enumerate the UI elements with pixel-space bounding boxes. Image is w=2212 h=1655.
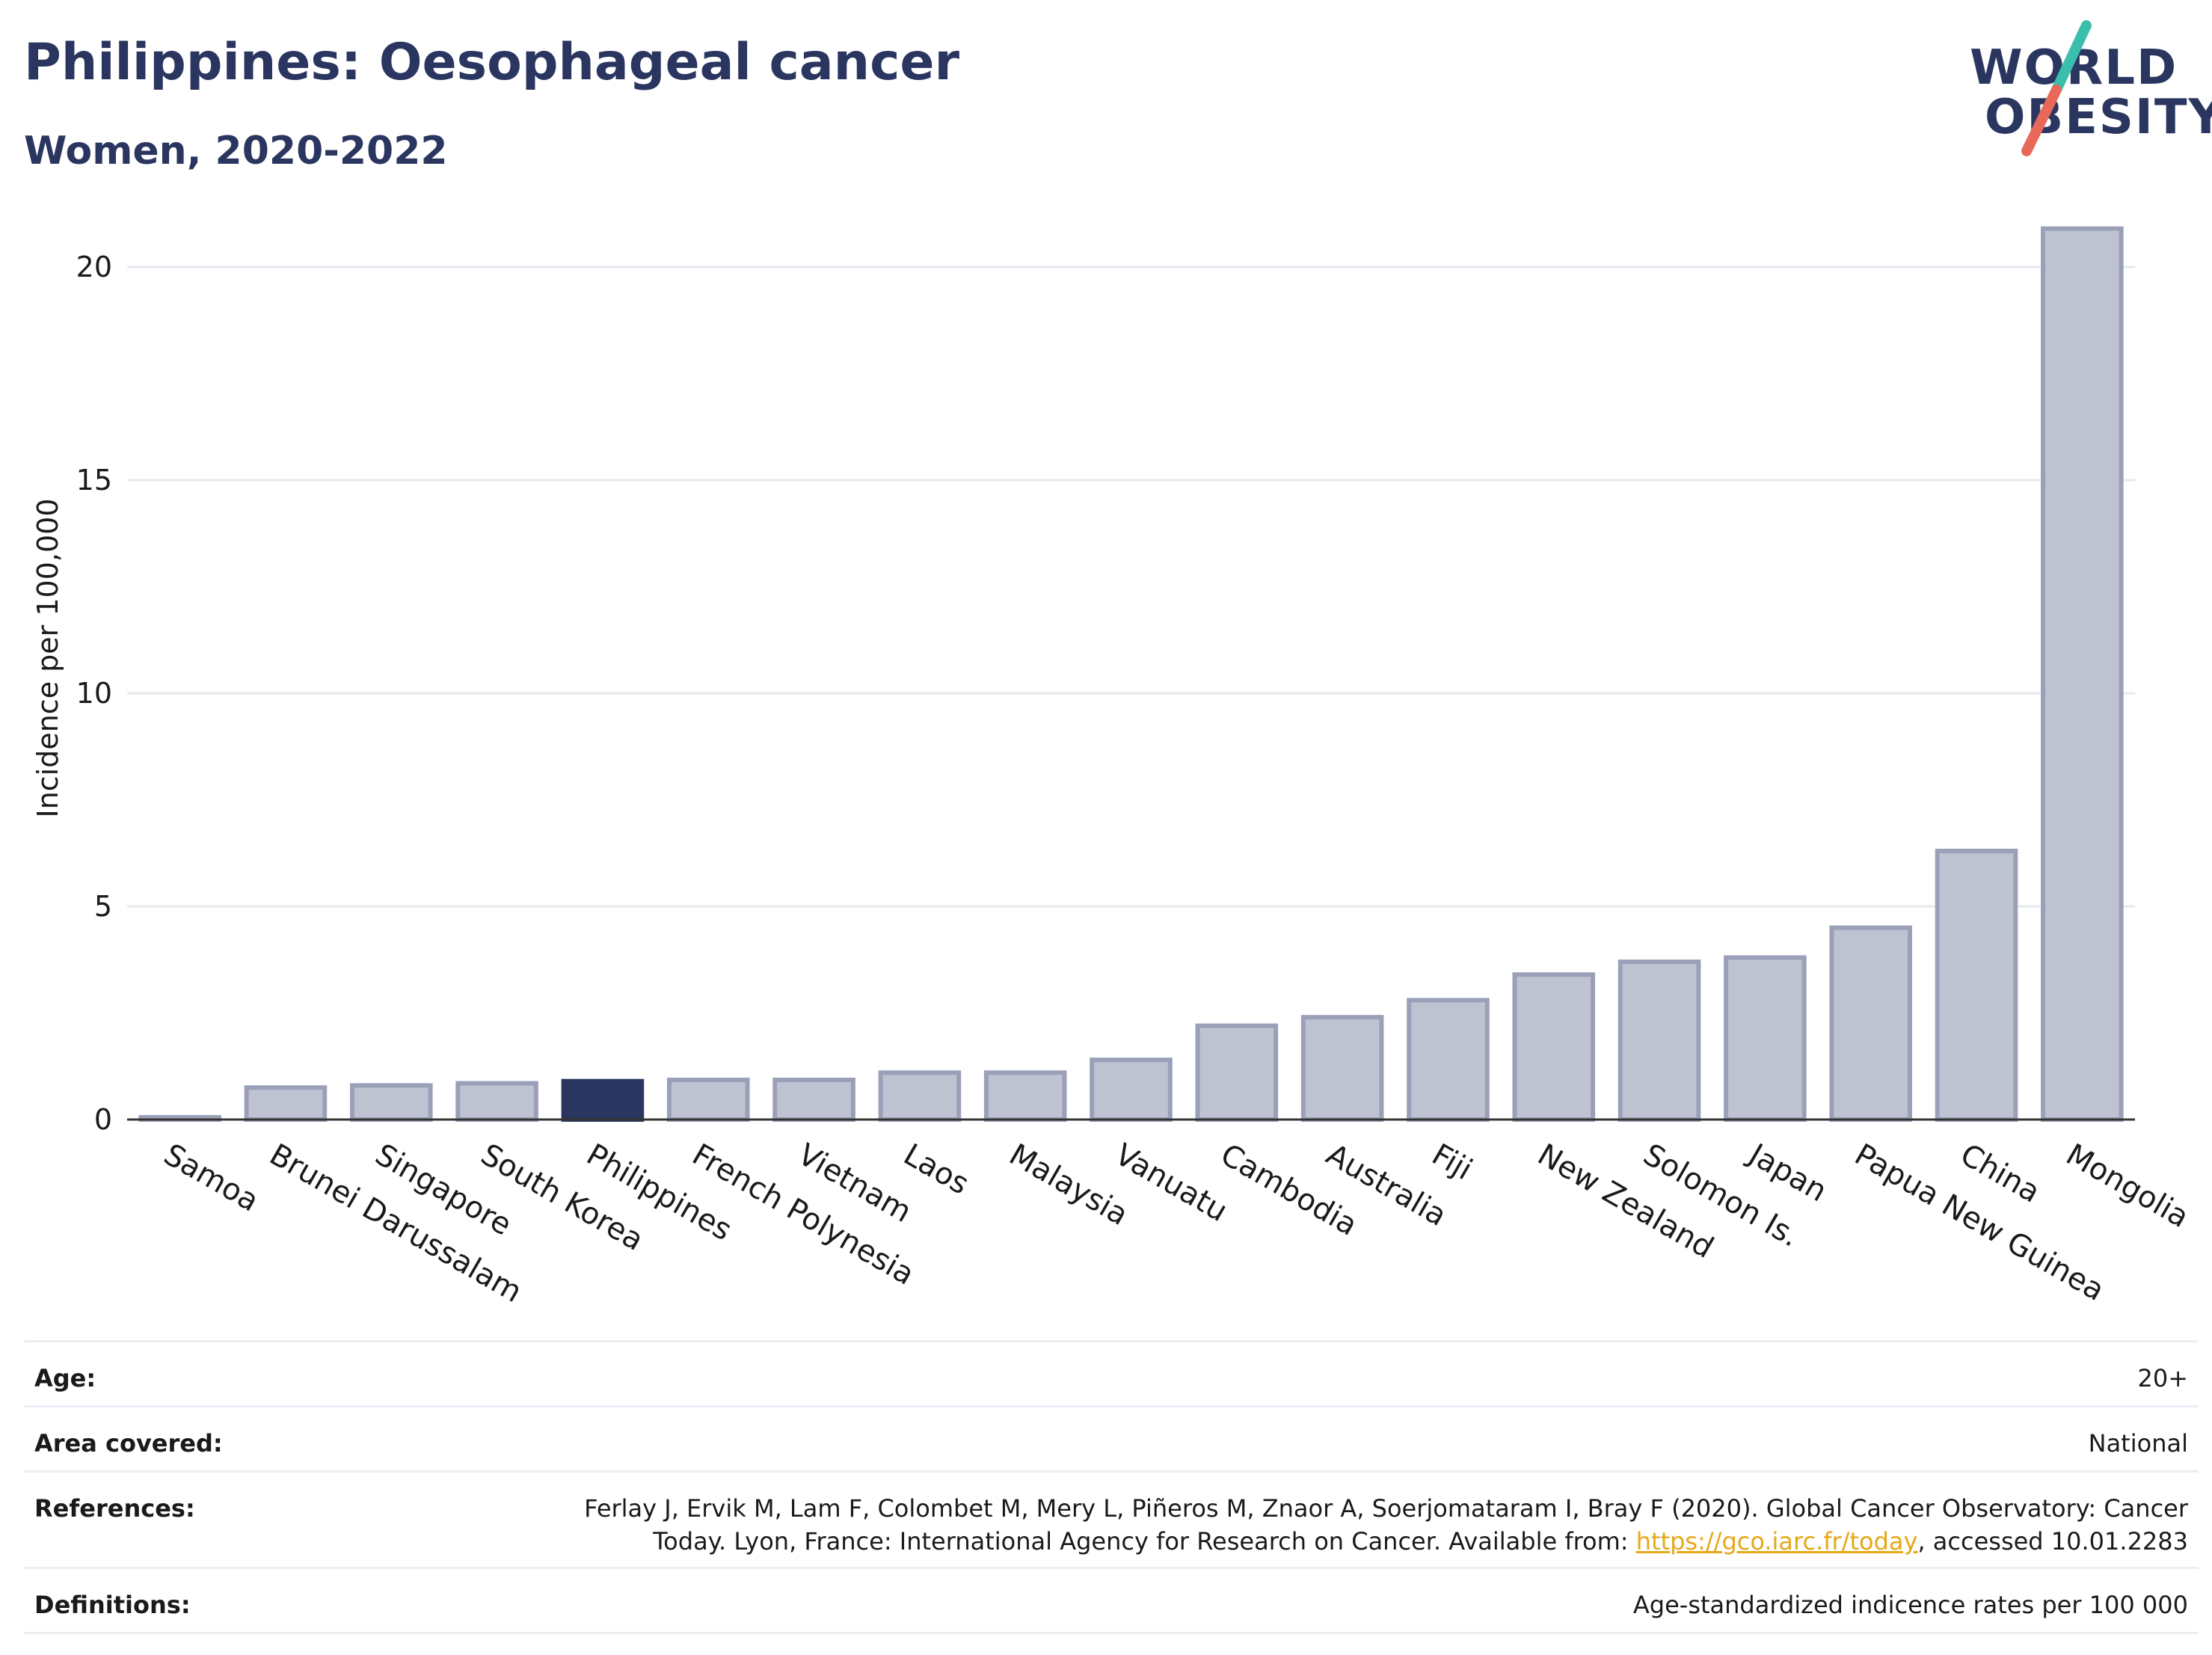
- world-obesity-logo: WORLD OBESITY: [1944, 15, 2212, 165]
- references-accessed: , accessed 10.01.2283: [1917, 1527, 2188, 1556]
- age-value: 20+: [2137, 1364, 2188, 1393]
- logo-text-obesity: OBESITY: [1985, 90, 2212, 145]
- bar-australia: [1300, 1015, 1384, 1122]
- y-tick-label: 10: [76, 677, 112, 710]
- bar-mongolia: [2041, 226, 2124, 1123]
- y-tick-label: 0: [94, 1103, 112, 1136]
- references-link[interactable]: https://gco.iarc.fr/today: [1635, 1527, 1918, 1556]
- area-value: National: [2088, 1429, 2188, 1458]
- bar-french-polynesia: [666, 1077, 750, 1122]
- y-tick-label: 15: [76, 464, 112, 497]
- bar-south-korea: [455, 1081, 538, 1123]
- references-line2: Today. Lyon, France: International Agenc…: [653, 1527, 1636, 1556]
- x-tick-label: Fiji: [1426, 1137, 1478, 1188]
- bar-laos: [878, 1070, 962, 1123]
- bar-china: [1935, 848, 2018, 1123]
- bar-vietnam: [772, 1077, 855, 1122]
- bar-japan: [1724, 955, 1807, 1123]
- bar-solomon-is-: [1617, 959, 1701, 1122]
- age-label: Age:: [34, 1364, 96, 1393]
- bar-new-zealand: [1512, 972, 1596, 1122]
- info-row-references: References: Ferlay J, Ervik M, Lam F, Co…: [24, 1470, 2199, 1567]
- bar-vanuatu: [1090, 1057, 1173, 1122]
- definitions-value: Age-standardized indicence rates per 100…: [1632, 1591, 2188, 1619]
- info-row-definitions: Definitions: Age-standardized indicence …: [24, 1567, 2199, 1634]
- references-label: References:: [34, 1494, 195, 1523]
- area-label: Area covered:: [34, 1429, 223, 1458]
- x-tick-label: Mongolia: [2060, 1137, 2195, 1235]
- chart-title: Philippines: Oesophageal cancer: [24, 33, 960, 92]
- bar-malaysia: [983, 1070, 1067, 1123]
- x-tick-label: Vanuatu: [1109, 1137, 1233, 1229]
- bar-singapore: [350, 1083, 433, 1123]
- y-tick-label: 20: [76, 251, 112, 283]
- definitions-label: Definitions:: [34, 1591, 191, 1619]
- info-row-area: Area covered: National: [24, 1405, 2199, 1470]
- x-tick-label: Laos: [897, 1137, 974, 1202]
- references-line1: Ferlay J, Ervik M, Lam F, Colombet M, Me…: [584, 1494, 2188, 1523]
- logo-slash-icon: [2021, 20, 2092, 156]
- info-table: Age: 20+ Area covered: National Referenc…: [24, 1340, 2199, 1634]
- bar-fiji: [1407, 998, 1490, 1123]
- bar-brunei-darussalam: [244, 1085, 328, 1122]
- x-tick-label: New Zealand: [1531, 1137, 1719, 1265]
- x-tick-label: Malaysia: [1004, 1137, 1134, 1232]
- bar-papua-new-guinea: [1829, 925, 1912, 1122]
- bar-philippines: [561, 1078, 645, 1122]
- chart-subtitle: Women, 2020-2022: [24, 129, 448, 174]
- bar-cambodia: [1195, 1023, 1279, 1122]
- x-tick-label: Samoa: [158, 1137, 264, 1219]
- references-value: Ferlay J, Ervik M, Lam F, Colombet M, Me…: [584, 1492, 2188, 1558]
- info-row-age: Age: 20+: [24, 1340, 2199, 1405]
- y-tick-label: 5: [94, 890, 112, 923]
